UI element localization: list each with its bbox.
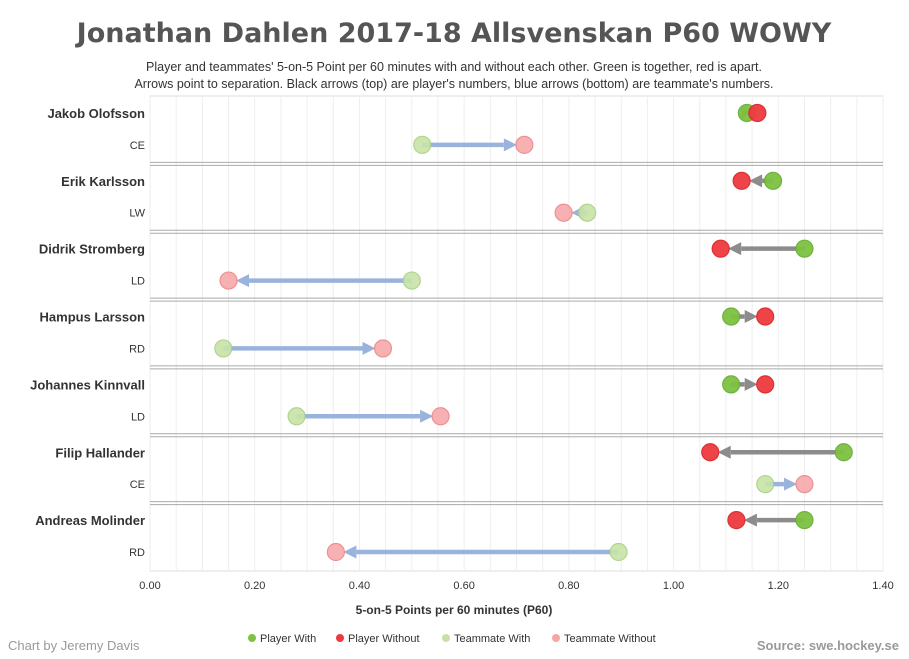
- player-without-point: [756, 307, 775, 326]
- group-separators: [150, 161, 883, 506]
- teammate-name-label: Erik Karlsson: [61, 174, 145, 189]
- teammate-position-label: LD: [131, 411, 145, 423]
- teammate-with-point: [214, 339, 233, 358]
- teammate-arrow-head: [783, 477, 797, 491]
- teammate-with-point: [413, 135, 432, 154]
- teammate-arrow-head: [236, 274, 250, 288]
- teammate-position-label: CE: [130, 479, 145, 491]
- player-arrow-head: [744, 377, 758, 391]
- teammate-arrow-head: [343, 545, 357, 559]
- player-arrow-head: [728, 242, 742, 256]
- x-axis-ticks: 0.00 0.20 0.40 0.60 0.80 1.00 1.20 1.40: [139, 580, 893, 592]
- teammate-with-point: [756, 475, 775, 494]
- teammate-name-label: Jakob Olofsson: [47, 106, 145, 121]
- teammate-without-point: [515, 135, 534, 154]
- chart-subtitle-line-1: Player and teammates' 5-on-5 Point per 6…: [146, 60, 762, 74]
- teammate-name-label: Filip Hallander: [55, 445, 145, 460]
- teammate-with-point: [402, 271, 421, 290]
- teammate-with-point: [578, 203, 597, 222]
- legend: Player With Player Without Teammate With Te…: [248, 633, 656, 645]
- x-tick-label: 1.20: [768, 580, 789, 592]
- player-without-point: [711, 239, 730, 258]
- teammate-arrow-head: [420, 409, 434, 423]
- player-without-point: [701, 443, 720, 462]
- player-with-point: [795, 239, 814, 258]
- player-without-point: [756, 375, 775, 394]
- teammate-position-label: LD: [131, 276, 145, 288]
- player-with-point: [795, 511, 814, 530]
- player-arrow-head: [743, 513, 757, 527]
- teammate-without-point: [219, 271, 238, 290]
- teammate-position-label: RD: [129, 547, 145, 559]
- row-label-layer: Jakob Olofsson CE Erik Karlsson LW Didrik St…: [30, 106, 145, 559]
- legend-marker: [248, 634, 256, 642]
- teammate-without-point: [373, 339, 393, 358]
- teammate-position-label: RD: [129, 343, 145, 355]
- legend-marker: [336, 634, 344, 642]
- teammate-name-label: Didrik Stromberg: [39, 242, 145, 257]
- teammate-without-point: [431, 407, 450, 426]
- player-without-point: [727, 511, 746, 530]
- x-tick-label: 0.00: [139, 580, 160, 592]
- teammate-without-point: [326, 542, 345, 562]
- player-with-point: [722, 375, 741, 394]
- legend-marker: [552, 634, 560, 642]
- chart-credit: Chart by Jeremy Davis: [8, 638, 140, 653]
- grid-lines: [149, 96, 884, 571]
- teammate-arrow-head: [362, 341, 376, 355]
- chart-subtitle-line-2: Arrows point to separation. Black arrows…: [134, 77, 773, 91]
- x-axis-label: 5-on-5 Points per 60 minutes (P60): [356, 603, 553, 617]
- player-arrow-head: [749, 174, 763, 188]
- teammate-name-label: Hampus Larsson: [40, 310, 146, 325]
- legend-label: Teammate Without: [564, 633, 656, 645]
- teammate-without-point: [795, 475, 814, 494]
- x-tick-label: 0.20: [244, 580, 265, 592]
- player-with-point: [763, 171, 783, 190]
- legend-label: Teammate With: [454, 633, 530, 645]
- legend-label: Player Without: [348, 633, 420, 645]
- point-layer: [214, 103, 853, 562]
- player-with-point: [834, 443, 853, 462]
- teammate-arrow-head: [503, 138, 517, 152]
- teammate-without-point: [554, 203, 573, 222]
- legend-label: Player With: [260, 633, 316, 645]
- player-arrow-head: [717, 445, 731, 459]
- legend-marker: [442, 634, 450, 642]
- chart-source: Source: swe.hockey.se: [757, 638, 899, 653]
- player-arrow-head: [744, 310, 758, 324]
- chart-title: Jonathan Dahlen 2017-18 Allsvenskan P60 …: [75, 18, 832, 49]
- player-with-point: [722, 307, 741, 326]
- x-tick-label: 1.00: [663, 580, 684, 592]
- x-tick-label: 1.40: [872, 580, 893, 592]
- x-tick-label: 0.40: [349, 580, 370, 592]
- x-tick-label: 0.60: [453, 580, 474, 592]
- player-without-point: [732, 171, 751, 190]
- teammate-name-label: Andreas Molinder: [35, 513, 145, 528]
- teammate-with-point: [287, 407, 306, 426]
- x-tick-label: 0.80: [558, 580, 579, 592]
- teammate-position-label: LW: [129, 208, 145, 220]
- teammate-name-label: Johannes Kinnvall: [30, 377, 145, 392]
- teammate-with-point: [609, 542, 628, 562]
- player-without-point: [748, 103, 767, 123]
- teammate-position-label: CE: [130, 140, 145, 152]
